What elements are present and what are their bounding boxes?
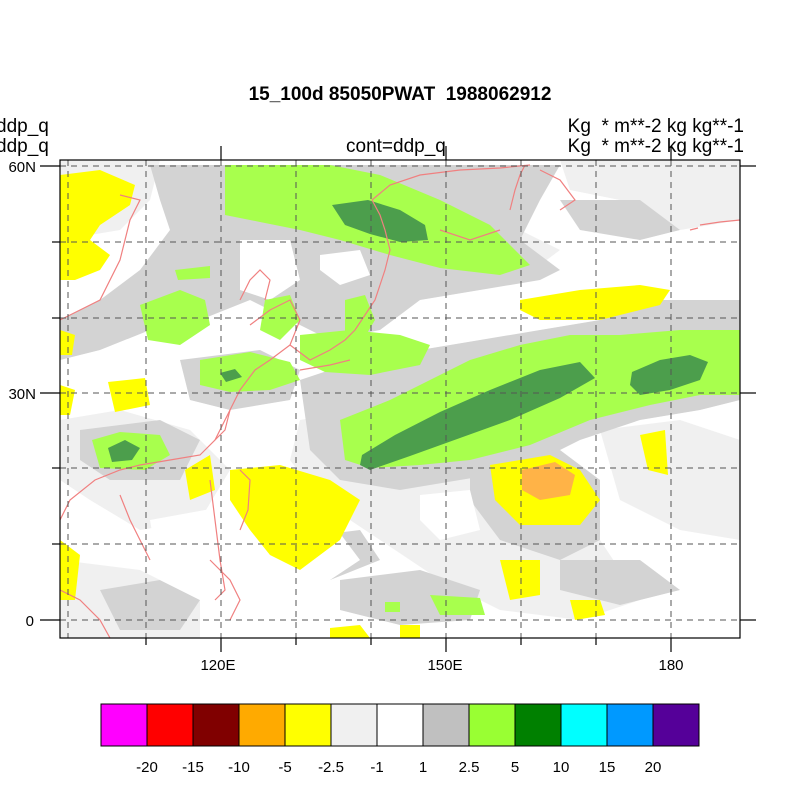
center-contour-label: cont=ddp_q	[346, 136, 446, 157]
graticule	[60, 160, 740, 638]
lat-label-0: 0	[26, 613, 34, 630]
colorbar-label: -5	[278, 759, 291, 776]
right-units-label-2: Kg * m**-2 kg kg**-1	[567, 136, 744, 157]
lat-label-60n: 60N	[8, 159, 36, 176]
colorbar-swatch	[560, 703, 608, 747]
colorbar-swatch	[422, 703, 470, 747]
coastline-layer	[60, 164, 740, 638]
colorbar-label: -10	[228, 759, 250, 776]
colorbar-swatch	[652, 703, 700, 747]
colorbar-label: 10	[553, 759, 570, 776]
colorbar-swatch	[238, 703, 286, 747]
colorbar: -20 -15 -10 -5 -2.5 -1 1 2.5 5 10 15 20	[100, 703, 700, 776]
colorbar-label: -15	[182, 759, 204, 776]
colorbar-swatch	[146, 703, 194, 747]
colorbar-label: -1	[370, 759, 383, 776]
colorbar-label: -2.5	[318, 759, 344, 776]
contour-fill-layer	[60, 160, 740, 638]
colorbar-label: 15	[599, 759, 616, 776]
map-frame	[59, 159, 741, 639]
colorbar-label: 2.5	[459, 759, 480, 776]
colorbar-swatch	[192, 703, 240, 747]
lat-label-30n: 30N	[8, 386, 36, 403]
colorbar-swatch	[514, 703, 562, 747]
lon-label-150e: 150E	[427, 657, 462, 674]
left-variable-label-2: ddp_q	[0, 136, 49, 157]
colorbar-swatch	[100, 703, 148, 747]
tick-marks	[40, 146, 756, 652]
colorbar-label: -20	[136, 759, 158, 776]
colorbar-label: 5	[511, 759, 519, 776]
colorbar-swatch	[330, 703, 378, 747]
lon-label-180: 180	[658, 657, 683, 674]
colorbar-label: 20	[645, 759, 662, 776]
colorbar-swatch	[284, 703, 332, 747]
right-units-label-1: Kg * m**-2 kg kg**-1	[567, 116, 744, 137]
colorbar-label: 1	[419, 759, 427, 776]
map-title: 15_100d 85050PWAT 1988062912	[248, 84, 552, 105]
left-variable-label-1: ddp_q	[0, 116, 49, 137]
colorbar-swatch	[606, 703, 654, 747]
lon-label-120e: 120E	[200, 657, 235, 674]
colorbar-swatch	[376, 703, 424, 747]
colorbar-swatch	[468, 703, 516, 747]
